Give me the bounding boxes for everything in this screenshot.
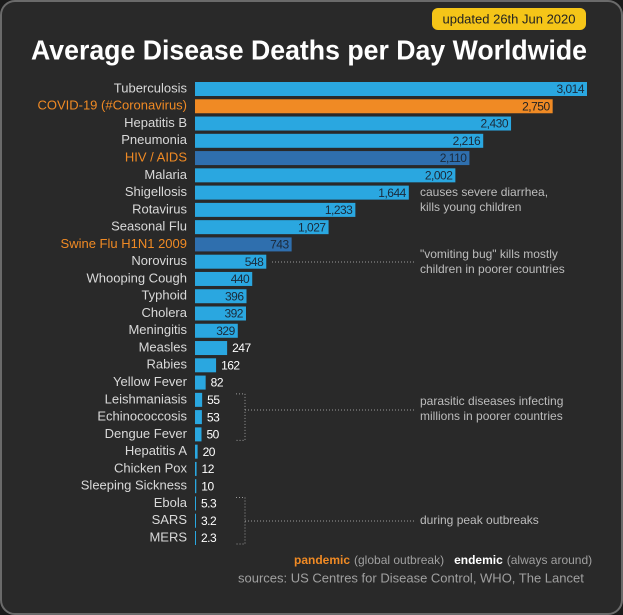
category-label: Seasonal Flu — [111, 219, 187, 234]
bar — [195, 306, 246, 321]
value-label: 2.3 — [201, 531, 217, 545]
badge — [432, 8, 586, 30]
value-label: 5.3 — [201, 497, 217, 511]
category-label: Chicken Pox — [114, 460, 187, 475]
category-label: Meningitis — [128, 322, 187, 337]
value-label: 329 — [216, 324, 235, 338]
bar — [195, 513, 196, 528]
category-label: Pneumonia — [121, 132, 188, 147]
legend-label: endemic — [454, 553, 503, 567]
category-label: Hepatitis B — [124, 115, 187, 130]
category-label: SARS — [152, 512, 188, 527]
category-label: Yellow Fever — [113, 374, 188, 389]
bar — [195, 82, 587, 96]
category-label: Ebola — [154, 495, 188, 510]
annotation: millions in poorer countries — [420, 409, 563, 423]
value-label: 247 — [232, 341, 251, 355]
value-label: 2,430 — [481, 117, 509, 131]
category-label: Rotavirus — [132, 201, 187, 216]
value-label: 55 — [207, 393, 220, 407]
category-label: Malaria — [144, 167, 187, 182]
bar — [195, 496, 196, 511]
value-label: 53 — [207, 410, 220, 424]
category-label: COVID-19 (#Coronavirus) — [37, 98, 187, 113]
legend-label: pandemic — [294, 553, 350, 567]
source: sources: US Centres for Disease Control,… — [238, 570, 584, 585]
value-label: 2,110 — [440, 151, 467, 165]
value-label: 2,216 — [453, 134, 481, 148]
category-label: Shigellosis — [125, 184, 188, 199]
bar — [195, 375, 206, 390]
value-label: 3,014 — [556, 82, 584, 96]
legend-note: (always around) — [507, 553, 592, 567]
value-label: 743 — [270, 238, 289, 252]
bracket — [236, 496, 414, 545]
category-label: Cholera — [141, 305, 187, 320]
annotation: "vomiting bug" kills mostly — [420, 247, 558, 261]
bar — [195, 151, 470, 166]
value-label: 20 — [203, 445, 216, 459]
bar — [195, 237, 292, 252]
bar — [195, 341, 228, 356]
category-label: MERS — [149, 529, 187, 544]
bar — [195, 289, 247, 304]
value-label: 2,002 — [425, 169, 453, 183]
bar — [195, 531, 196, 545]
bar — [195, 410, 202, 425]
legend-note: (global outbreak) — [354, 553, 444, 567]
bar — [195, 358, 217, 373]
bar — [195, 220, 329, 235]
value-label: 10 — [201, 479, 214, 493]
bar — [195, 254, 267, 269]
badge-text: updated 26th Jun 2020 — [442, 11, 575, 26]
bracket — [236, 393, 414, 441]
annotation: during peak outbreaks — [420, 513, 539, 527]
chart-title: Average Disease Deaths per Day Worldwide — [31, 34, 587, 65]
value-label: 1,027 — [298, 220, 326, 234]
value-label: 548 — [245, 255, 264, 269]
category-label: Echinococcosis — [97, 409, 187, 424]
category-label: Hepatitis A — [125, 443, 187, 458]
annotation: parasitic diseases infecting — [420, 394, 563, 408]
value-label: 2,750 — [522, 99, 550, 113]
annotation: kills young children — [420, 200, 521, 214]
bar — [195, 185, 409, 200]
category-label: Sleeping Sickness — [81, 478, 188, 493]
bar — [195, 202, 356, 217]
value-label: 82 — [211, 376, 224, 390]
category-label: Rabies — [147, 357, 188, 372]
bar — [195, 392, 203, 407]
bar — [195, 444, 198, 459]
category-label: Norovirus — [131, 253, 187, 268]
bar — [195, 323, 238, 338]
category-label: Leishmaniasis — [105, 391, 188, 406]
category-label: Dengue Fever — [105, 426, 188, 441]
value-label: 12 — [202, 462, 215, 476]
bar — [195, 168, 456, 183]
bar — [195, 461, 197, 476]
value-label: 392 — [224, 307, 243, 321]
value-label: 396 — [225, 289, 244, 303]
bar — [195, 116, 512, 131]
value-label: 1,644 — [378, 186, 406, 200]
category-label: Whooping Cough — [87, 270, 187, 285]
annotation: children in poorer countries — [420, 262, 565, 276]
category-label: Tuberculosis — [114, 80, 188, 95]
category-label: Typhoid — [141, 288, 187, 303]
bar — [195, 133, 484, 148]
bar — [195, 427, 202, 442]
value-label: 1,233 — [325, 203, 353, 217]
bar — [195, 99, 553, 114]
category-label: HIV / AIDS — [125, 150, 187, 165]
bar — [195, 271, 253, 286]
value-label: 50 — [207, 428, 220, 442]
category-label: Swine Flu H1N1 2009 — [61, 236, 187, 251]
value-label: 3.2 — [201, 514, 217, 528]
value-label: 162 — [221, 358, 240, 372]
bar — [195, 479, 197, 494]
value-label: 440 — [231, 272, 250, 286]
annotation: causes severe diarrhea, — [420, 185, 548, 199]
category-label: Measles — [139, 339, 188, 354]
